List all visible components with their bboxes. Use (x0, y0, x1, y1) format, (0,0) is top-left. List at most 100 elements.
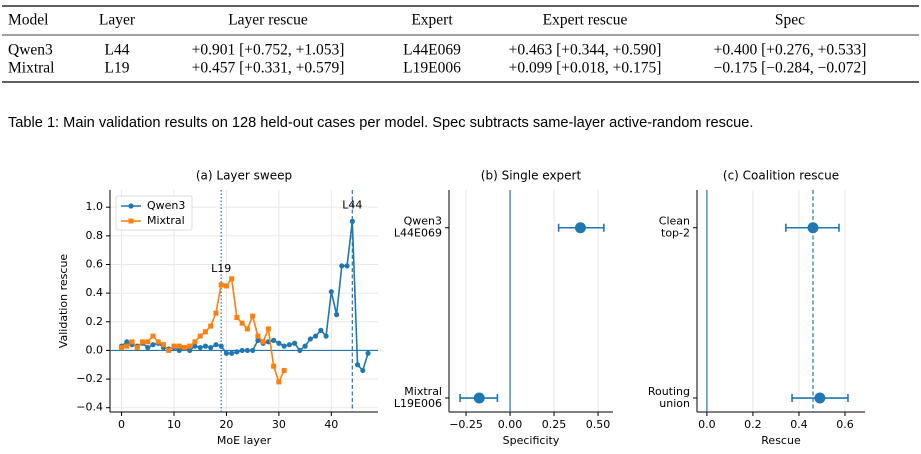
point (187, 347, 193, 354)
table-header: Expert rescue (543, 12, 628, 29)
table-header: Expert (411, 12, 453, 29)
point (365, 350, 371, 356)
table-header: Layer (99, 12, 136, 29)
point (281, 367, 287, 373)
point (171, 343, 177, 349)
table-cell: +0.901 [+0.752, +1.053] (192, 42, 345, 59)
point (244, 347, 251, 354)
legend-marker (128, 218, 134, 224)
point (150, 342, 156, 348)
point (145, 344, 151, 351)
table-header: Layer rescue (228, 12, 308, 29)
y-tick-label: 1.0 (86, 200, 104, 213)
x-tick-label: 0.6 (836, 418, 854, 431)
point (187, 343, 193, 349)
point (176, 343, 182, 349)
category-label: top-2 (661, 227, 690, 240)
point (312, 333, 319, 339)
point (255, 333, 261, 339)
table-header: Spec (775, 12, 805, 29)
x-axis-label: MoE layer (217, 434, 272, 447)
point (145, 339, 151, 345)
legend-marker (128, 203, 134, 209)
point (328, 289, 334, 295)
point (166, 347, 172, 353)
vline-label: L19 (211, 262, 231, 275)
x-tick-label: 10 (167, 418, 181, 431)
point (229, 276, 235, 282)
point (271, 337, 277, 343)
point (208, 323, 214, 329)
y-tick-label: −0.2 (76, 372, 103, 385)
point (208, 344, 214, 351)
point (281, 343, 287, 349)
point (302, 343, 308, 349)
point (244, 326, 250, 332)
y-tick-label: −0.4 (76, 401, 103, 414)
point (574, 222, 586, 234)
y-tick-label: 0.0 (86, 343, 104, 356)
x-tick-label: 30 (272, 418, 286, 431)
point (140, 339, 146, 345)
category-label: Clean (659, 215, 690, 228)
point (229, 350, 235, 356)
point (260, 339, 266, 345)
point (150, 333, 156, 339)
point (129, 339, 135, 345)
point (218, 282, 224, 288)
point (234, 349, 240, 355)
point (297, 347, 303, 354)
x-tick-label: −0.25 (449, 418, 483, 431)
point (250, 347, 256, 354)
point (250, 313, 256, 319)
point (119, 345, 125, 351)
category-label: union (659, 397, 690, 410)
point (202, 329, 208, 335)
x-tick-label: 0.2 (744, 418, 762, 431)
point (349, 218, 355, 224)
table-cell: Qwen3 (8, 42, 53, 59)
point (181, 345, 187, 351)
point (234, 314, 240, 320)
chart-title: (b) Single expert (481, 169, 582, 183)
point (192, 339, 198, 345)
series-line (121, 276, 285, 385)
point (292, 340, 298, 346)
point (239, 320, 245, 326)
table-cell: Mixtral (8, 60, 55, 77)
point (218, 343, 224, 349)
legend-label: Qwen3 (147, 199, 185, 212)
point (354, 362, 361, 368)
y-tick-label: 0.6 (86, 257, 104, 270)
point (124, 343, 130, 349)
category-label: Qwen3 (404, 215, 442, 228)
point (213, 342, 219, 348)
y-axis-label: Validation rescue (57, 254, 70, 349)
chart-title: (a) Layer sweep (196, 169, 292, 183)
table-cell: L44E069 (403, 42, 461, 59)
x-tick-label: 0.50 (586, 418, 611, 431)
table-cell: +0.099 [+0.018, +0.175] (509, 60, 662, 77)
point (323, 333, 329, 339)
category-label: Mixtral (404, 385, 442, 398)
point (255, 337, 261, 343)
table-cell: −0.175 [−0.284, −0.072] (714, 60, 867, 77)
table-cell: +0.457 [+0.331, +0.579] (192, 60, 345, 77)
table-caption: Table 1: Main validation results on 128 … (8, 115, 753, 131)
point (318, 327, 324, 333)
table-header: Model (8, 12, 48, 29)
point (213, 310, 219, 316)
x-tick-label: 0.25 (542, 418, 567, 431)
point (223, 283, 229, 289)
point (473, 392, 485, 404)
point (276, 340, 282, 346)
table-cell: +0.463 [+0.344, +0.590] (509, 42, 662, 59)
point (192, 343, 198, 349)
table-cell: L44 (105, 42, 130, 59)
category-label: Routing (648, 385, 690, 398)
x-axis-label: Specificity (503, 434, 560, 447)
table-cell: +0.400 [+0.276, +0.533] (714, 42, 867, 59)
legend-label: Mixtral (147, 214, 185, 227)
table-cell: L19 (105, 60, 130, 77)
